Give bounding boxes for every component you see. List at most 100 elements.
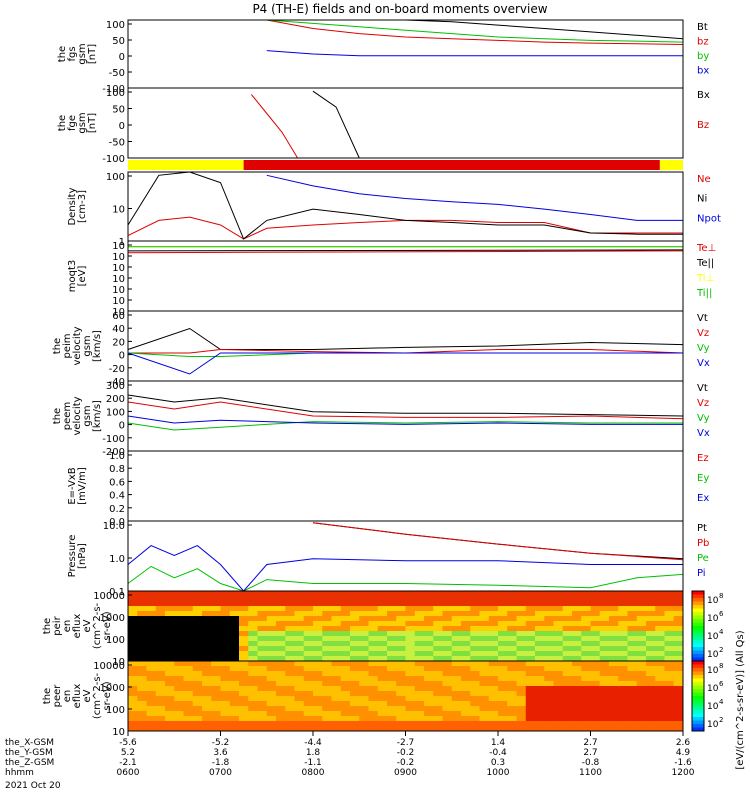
heatmap-cell xyxy=(220,706,231,712)
colorbar-swatch xyxy=(692,647,704,651)
series-line-peim-black xyxy=(127,327,684,350)
heatmap-cell xyxy=(433,601,443,607)
heatmap-cell xyxy=(609,591,619,597)
y-axis-label-line: [cm-3] xyxy=(77,190,88,223)
y-tick-label: 0 xyxy=(119,351,125,362)
heatmap-cell xyxy=(535,656,545,662)
heatmap-cell xyxy=(424,711,434,717)
heatmap-cell xyxy=(331,671,342,677)
heatmap-cell xyxy=(303,711,314,717)
heatmap-cell xyxy=(507,726,517,732)
heatmap-cell xyxy=(313,671,323,677)
heatmap-cell xyxy=(331,726,342,732)
heatmap-cell xyxy=(664,686,675,692)
heatmap-cell xyxy=(414,686,425,692)
heatmap-cell xyxy=(211,601,221,607)
heatmap-cell xyxy=(146,646,157,652)
heatmap-cell xyxy=(553,676,564,682)
heatmap-cell xyxy=(433,631,443,637)
heatmap-cell xyxy=(572,591,582,597)
heatmap-cell xyxy=(673,666,684,672)
heatmap-cell xyxy=(405,656,416,662)
heatmap-cell xyxy=(525,641,536,647)
y-tick-label: 300 xyxy=(106,381,125,392)
heatmap-cell xyxy=(479,711,490,717)
legend-label-peem: Vz xyxy=(697,398,709,409)
heatmap-cell xyxy=(535,591,545,597)
heatmap-cell xyxy=(183,631,194,637)
heatmap-cell xyxy=(488,656,499,662)
heatmap-cell xyxy=(636,681,647,687)
heatmap-cell xyxy=(331,626,342,632)
heatmap-cell xyxy=(544,596,554,602)
heatmap-cell xyxy=(516,591,527,597)
time-axis-value: 3.6 xyxy=(213,748,228,758)
heatmap-cell xyxy=(618,701,628,707)
heatmap-cell xyxy=(507,601,517,607)
heatmap-cell xyxy=(192,621,203,627)
heatmap-cell xyxy=(276,631,286,637)
heatmap-cell xyxy=(673,711,684,717)
heatmap-cell xyxy=(664,651,675,657)
heatmap-cell xyxy=(424,656,434,662)
heatmap-cell xyxy=(525,721,536,727)
heatmap-cell xyxy=(128,706,138,712)
heatmap-cell xyxy=(488,726,499,732)
series-line-pressure-red xyxy=(312,522,684,561)
heatmap-cell xyxy=(202,626,212,632)
heatmap-cell xyxy=(442,711,453,717)
heatmap-cell xyxy=(433,606,443,612)
heatmap-cell xyxy=(525,681,536,687)
heatmap-cell xyxy=(303,696,314,702)
heatmap-cell xyxy=(155,631,166,637)
y-axis-label-line: gsm xyxy=(77,112,88,133)
heatmap-cell xyxy=(535,651,545,657)
time-axis-value: -5.6 xyxy=(119,738,137,748)
heatmap-cell xyxy=(646,631,656,637)
heatmap-cell xyxy=(313,691,323,697)
heatmap-cell xyxy=(313,696,323,702)
heatmap-cell xyxy=(581,601,591,607)
heatmap-cell xyxy=(479,596,490,602)
colorbar-label: [eV/(cm^2-s-sr-eV)] (All Qs) xyxy=(735,630,746,769)
heatmap-cell xyxy=(248,701,258,707)
heatmap-cell xyxy=(581,686,591,692)
heatmap-cell xyxy=(414,606,425,612)
heatmap-cell xyxy=(609,611,619,617)
heatmap-cell xyxy=(155,726,166,732)
y-axis-label-line: the xyxy=(42,618,53,634)
heatmap-cell xyxy=(387,646,397,652)
heatmap-cell xyxy=(192,671,203,677)
heatmap-cell xyxy=(331,661,342,667)
time-axis-value: 1100 xyxy=(579,768,602,778)
heatmap-cell xyxy=(673,646,684,652)
heatmap-cell xyxy=(572,651,582,657)
heatmap-cell xyxy=(303,691,314,697)
heatmap-cell xyxy=(294,596,305,602)
heatmap-cell xyxy=(165,646,175,652)
heatmap-cell xyxy=(377,606,388,612)
heatmap-cell xyxy=(331,621,342,627)
heatmap-cell xyxy=(359,676,369,682)
heatmap-cell xyxy=(303,721,314,727)
heatmap-cell xyxy=(673,626,684,632)
time-axis-value: 0700 xyxy=(209,768,232,778)
heatmap-cell xyxy=(137,646,147,652)
y-axis-label-line: en xyxy=(62,690,73,703)
heatmap-cell xyxy=(627,711,638,717)
heatmap-cell xyxy=(340,711,351,717)
y-tick-label: 100 xyxy=(106,172,125,183)
heatmap-cell xyxy=(581,651,591,657)
y-axis-label-line: eflux xyxy=(72,614,83,639)
heatmap-cell xyxy=(433,646,443,652)
heatmap-cell xyxy=(525,636,536,642)
heatmap-cell xyxy=(211,691,221,697)
heatmap-cell xyxy=(405,681,416,687)
heatmap-cell xyxy=(627,666,638,672)
time-axis-value: 2.6 xyxy=(676,738,691,748)
heatmap-cell xyxy=(451,626,462,632)
heatmap-cell xyxy=(387,701,397,707)
heatmap-cell xyxy=(590,596,601,602)
heatmap-cell xyxy=(636,641,647,647)
